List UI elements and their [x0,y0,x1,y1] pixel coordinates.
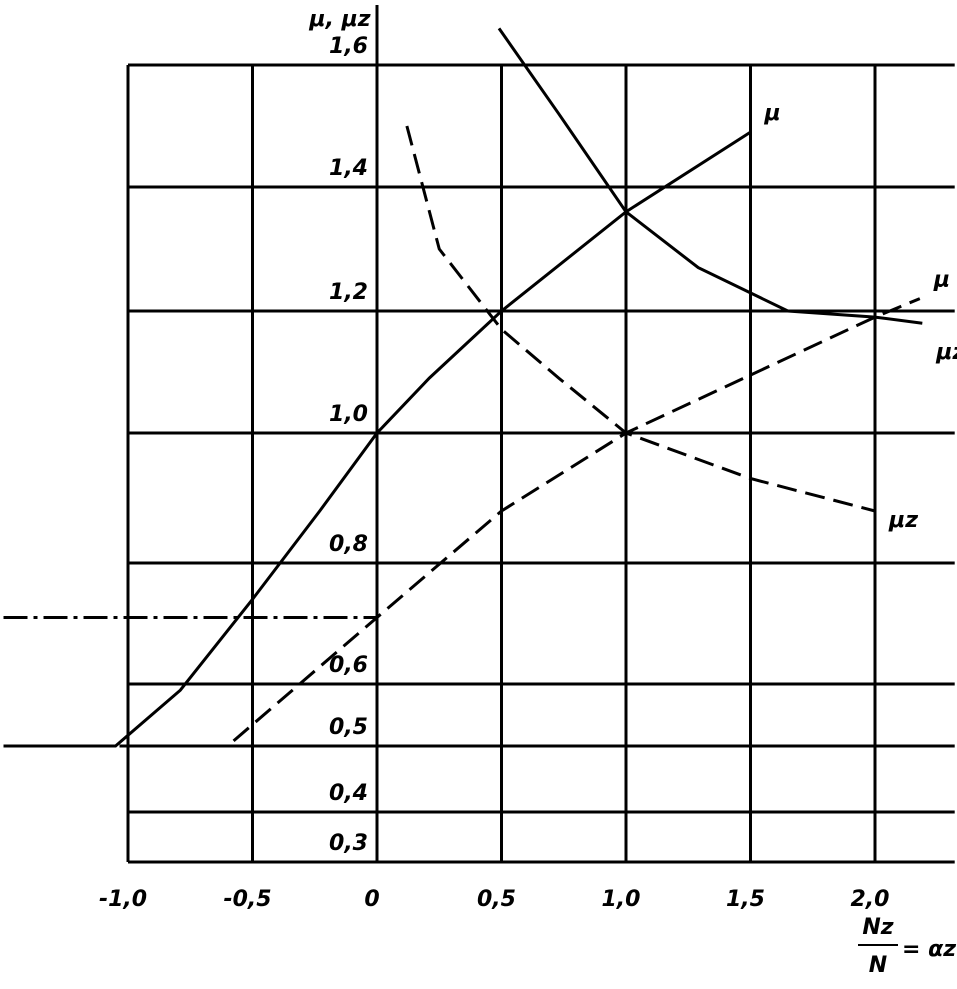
series-line [497,27,923,325]
x-tick-label: 1,5 [726,887,765,912]
x-tick-label: -1,0 [99,887,147,912]
x-label-numerator: Nz [862,915,893,940]
y-tick-label: 0,4 [329,781,368,806]
x-tick-label: 0,5 [477,887,516,912]
y-tick-label: 1,2 [329,280,368,305]
series-label: μ [933,268,950,293]
y-tick-label: 1,6 [329,34,368,59]
y-tick-label: 1,4 [329,156,368,181]
x-label-rhs: = αz [902,937,956,962]
series-line [3,297,921,748]
y-tick-label: 0,6 [329,653,368,678]
y-tick-label: 0,8 [329,532,368,557]
series-label: μz [935,340,957,365]
x-tick-label: 0 [364,887,379,912]
series-line [405,125,876,513]
series-line [3,130,752,748]
y-tick-label: 1,0 [329,402,368,427]
series-label: μz [888,508,918,533]
x-tick-label: -0,5 [223,887,271,912]
y-tick-label: 0,3 [329,831,368,856]
series-label: μ [764,101,781,126]
x-tick-label: 2,0 [851,887,890,912]
x-label-denominator: N [869,953,887,978]
y-axis-label: μ, μz [308,7,370,32]
y-tick-label: 0,5 [329,715,368,740]
x-tick-label: 1,0 [602,887,641,912]
